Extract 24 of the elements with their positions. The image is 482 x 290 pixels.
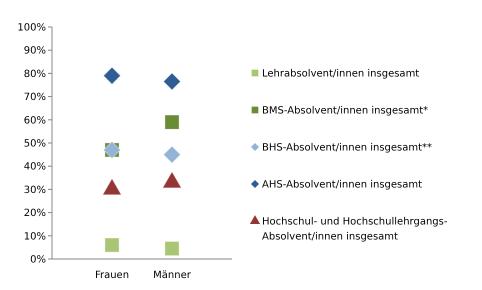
y-tick-label: 70% bbox=[24, 92, 46, 104]
x-tick-label: Männer bbox=[153, 270, 192, 281]
legend-label: Lehrabsolvent/innen insgesamt bbox=[262, 68, 420, 80]
y-tick-label: 30% bbox=[24, 184, 46, 196]
point bbox=[164, 114, 180, 130]
y-tick-label: 50% bbox=[24, 138, 46, 150]
point bbox=[164, 241, 180, 256]
x-tick-label: Frauen bbox=[94, 270, 130, 281]
y-tick-label: 10% bbox=[24, 231, 46, 242]
y-tick-label: 20% bbox=[24, 208, 46, 220]
y-tick-label: 40% bbox=[24, 162, 46, 173]
legend-label: AHS-Absolvent/innen insgesamt bbox=[262, 180, 422, 190]
y-tick-label: 90% bbox=[24, 46, 46, 57]
y-tick-label: 80% bbox=[24, 68, 46, 80]
legend-label: BMS-Absolvent/innen insgesamt* bbox=[262, 106, 428, 116]
legend-label: Hochschul- und Hochschullehrgangs-Absolvent/innen insgesamt bbox=[262, 216, 448, 242]
y-tick-label: 0% bbox=[30, 254, 46, 266]
point bbox=[104, 238, 120, 252]
legend-label: BHS-Absolvent/innen insgesamt** bbox=[262, 142, 432, 154]
y-tick-label: 60% bbox=[24, 115, 46, 126]
y-tick-label: 100% bbox=[17, 22, 46, 34]
point bbox=[163, 72, 181, 90]
point bbox=[163, 146, 181, 164]
point bbox=[103, 66, 121, 85]
